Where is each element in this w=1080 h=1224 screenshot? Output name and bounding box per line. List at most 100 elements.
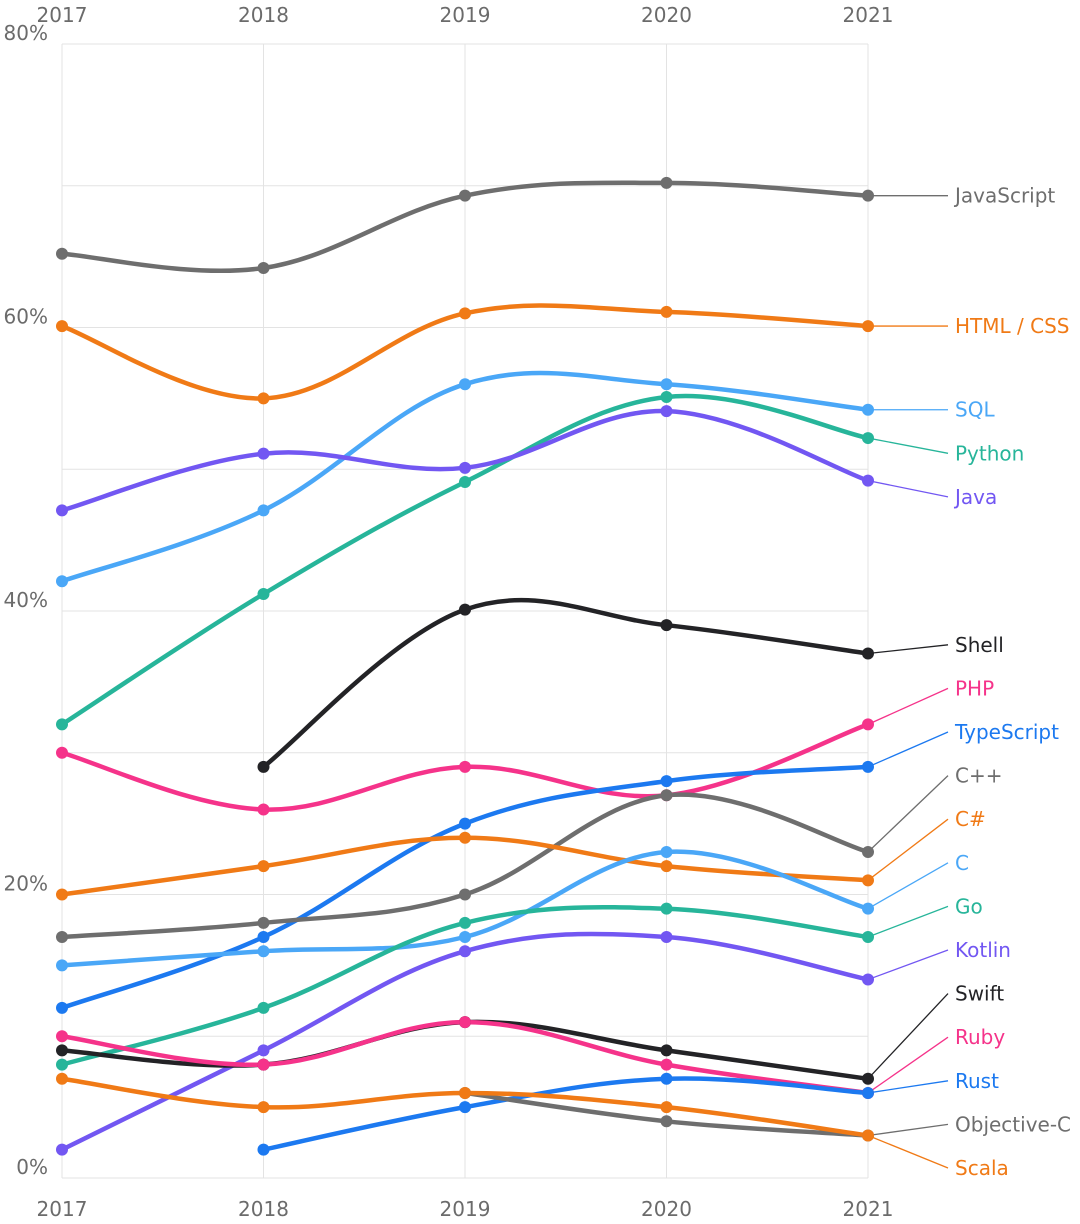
data-point-c xyxy=(257,860,270,873)
series-label-typescript: TypeScript xyxy=(954,720,1059,744)
series-label-objective-c: Objective-C xyxy=(955,1112,1071,1136)
data-point-php xyxy=(459,760,471,773)
series-labels: JavaScript HTML / CSS SQL Python Java Shell PH… xyxy=(953,184,1071,1180)
data-point-php xyxy=(862,718,874,731)
data-point-c xyxy=(56,888,68,901)
label-leaders xyxy=(867,195,949,1169)
series-label-c: C xyxy=(955,851,969,875)
series-line-rust xyxy=(261,1076,871,1152)
data-point-python xyxy=(257,587,270,600)
data-point-swift xyxy=(56,1044,68,1057)
data-point-ruby xyxy=(257,1058,270,1071)
data-point-javascript xyxy=(660,176,673,189)
series-label-java: Java xyxy=(953,485,997,509)
leader-php xyxy=(867,687,949,725)
data-point-rust xyxy=(459,1101,471,1114)
data-point-kotlin xyxy=(257,1044,270,1057)
data-point-c xyxy=(56,931,68,944)
data-point-python xyxy=(459,476,471,489)
data-point-shell xyxy=(257,760,270,773)
data-point-swift xyxy=(862,1072,874,1085)
data-point-ruby xyxy=(660,1058,673,1071)
data-point-php xyxy=(56,746,68,759)
data-point-go xyxy=(56,1058,68,1071)
leader-java xyxy=(867,479,949,498)
series-label-html-css: HTML / CSS xyxy=(955,314,1069,338)
data-point-java xyxy=(56,504,68,517)
data-point-sql xyxy=(459,378,471,391)
x-tick-label-bottom: 2018 xyxy=(238,1197,289,1221)
data-point-html-css xyxy=(459,307,471,320)
x-tick-label-bottom: 2017 xyxy=(37,1197,88,1221)
data-point-go xyxy=(862,931,874,944)
leader-typescript xyxy=(867,731,949,768)
series-label-rust: Rust xyxy=(955,1069,999,1093)
data-point-typescript xyxy=(56,1001,68,1014)
leader-c xyxy=(867,818,949,881)
data-point-ruby xyxy=(56,1030,68,1043)
data-point-go xyxy=(660,902,673,915)
series-label-javascript: JavaScript xyxy=(953,184,1055,208)
data-point-python xyxy=(660,390,673,403)
series-label-c: C++ xyxy=(955,764,1002,788)
data-point-c xyxy=(257,916,270,929)
data-point-java xyxy=(862,474,874,487)
data-point-scala xyxy=(56,1072,68,1085)
leader-swift xyxy=(867,993,949,1080)
data-point-html-css xyxy=(56,320,68,333)
series-label-sql: SQL xyxy=(955,398,995,422)
data-point-javascript xyxy=(459,189,471,202)
data-point-scala xyxy=(459,1086,471,1099)
y-tick-label: 0% xyxy=(16,1155,48,1179)
data-point-rust xyxy=(862,1086,874,1099)
data-point-c xyxy=(862,874,874,887)
data-point-shell xyxy=(660,619,673,632)
data-point-java xyxy=(459,461,471,474)
leader-kotlin xyxy=(867,949,949,981)
data-point-javascript xyxy=(862,189,874,202)
series-label-c: C# xyxy=(955,807,986,831)
data-point-kotlin xyxy=(862,973,874,986)
x-tick-label-top: 2021 xyxy=(843,3,894,27)
leader-c xyxy=(867,862,949,910)
data-point-scala xyxy=(257,1101,270,1114)
x-tick-label-top: 2020 xyxy=(641,3,692,27)
series-label-scala: Scala xyxy=(955,1156,1009,1180)
x-tick-label-bottom: 2019 xyxy=(440,1197,491,1221)
leader-rust xyxy=(867,1080,949,1094)
series-line-shell xyxy=(261,597,871,770)
data-point-c xyxy=(862,902,874,915)
data-point-javascript xyxy=(56,247,68,260)
series-label-go: Go xyxy=(955,894,983,918)
data-point-objective-c xyxy=(660,1115,673,1128)
data-point-c xyxy=(660,845,673,858)
data-point-c xyxy=(660,860,673,873)
series-label-kotlin: Kotlin xyxy=(955,938,1011,962)
x-tick-label-top: 2019 xyxy=(440,3,491,27)
data-point-c xyxy=(459,888,471,901)
data-point-sql xyxy=(862,403,874,416)
x-tick-label-top: 2017 xyxy=(37,3,88,27)
leader-c xyxy=(867,775,949,853)
data-point-typescript xyxy=(257,931,270,944)
data-point-rust xyxy=(660,1072,673,1085)
series-points xyxy=(56,176,874,1156)
data-point-c xyxy=(459,831,471,844)
data-point-kotlin xyxy=(56,1143,68,1156)
y-tick-label: 20% xyxy=(4,872,48,896)
data-point-sql xyxy=(257,504,270,517)
y-tick-label: 40% xyxy=(4,588,48,612)
leader-scala xyxy=(867,1134,949,1169)
x-tick-label-bottom: 2021 xyxy=(843,1197,894,1221)
data-point-scala xyxy=(660,1101,673,1114)
data-point-rust xyxy=(257,1143,270,1156)
leader-go xyxy=(867,905,949,938)
leader-python xyxy=(867,437,949,454)
data-point-c xyxy=(459,931,471,944)
data-point-html-css xyxy=(257,392,270,405)
data-point-shell xyxy=(862,647,874,660)
data-point-javascript xyxy=(257,261,270,274)
axis-ticks: 2017 2017 2018 2018 2019 2019 2020 2020 2021 2021… xyxy=(4,3,894,1221)
data-point-c xyxy=(660,789,673,802)
